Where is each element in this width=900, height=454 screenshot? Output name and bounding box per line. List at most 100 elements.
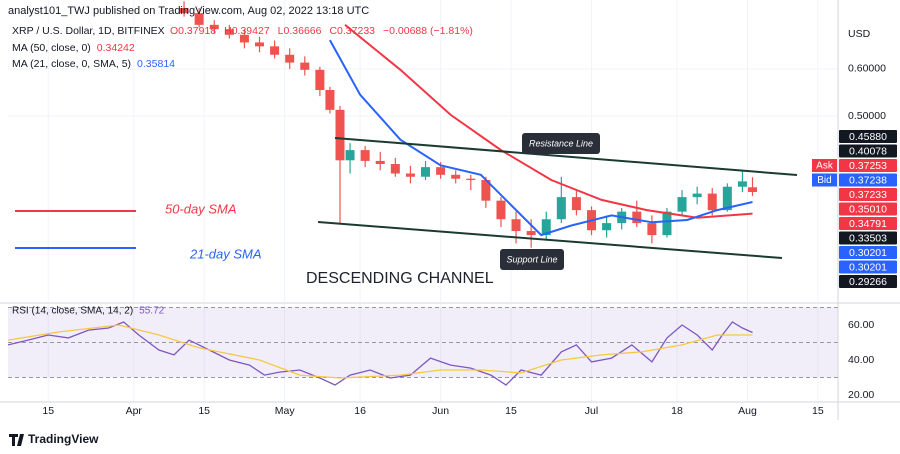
rsi-tick-label: 60.00	[848, 319, 874, 331]
candle-body	[345, 150, 355, 161]
footer: TradingView	[9, 432, 99, 446]
y-tick-label: 0.50000	[848, 110, 886, 122]
candle-body	[194, 13, 204, 25]
price-tag-label: 0.40078	[849, 145, 887, 157]
candle-body	[602, 223, 612, 231]
support-callout	[500, 249, 564, 270]
price-tag-label: 0.29266	[849, 276, 887, 288]
candle-body	[692, 193, 702, 198]
candle-body	[315, 69, 325, 90]
candle-body	[224, 29, 234, 35]
ma-legend-value: 0.35814	[137, 58, 175, 70]
price-tag-label: 0.33503	[849, 232, 887, 244]
x-tick-label: 15	[42, 405, 54, 417]
candle-body	[239, 34, 249, 43]
x-tick-label: 15	[198, 405, 210, 417]
rsi-pane	[8, 307, 838, 386]
candle-body	[747, 187, 757, 192]
quote-tag-label: Ask	[816, 161, 834, 172]
brand-logo	[9, 434, 24, 446]
price-tag-label: 0.30201	[849, 261, 887, 273]
symbol-title: XRP / U.S. Dollar, 1D, BITFINEX	[12, 25, 165, 37]
candle-body	[421, 167, 431, 177]
candle-body	[632, 211, 642, 224]
candle-body	[335, 109, 345, 161]
price-tag	[839, 144, 897, 158]
ohlc-value: −0.00688 (−1.81%)	[383, 25, 473, 37]
quote-tag	[812, 159, 837, 172]
candle-body	[209, 24, 219, 30]
price-tag	[839, 188, 897, 201]
x-tick-label: Jun	[432, 405, 449, 417]
x-tick-label: Apr	[126, 405, 143, 417]
rsi-legend-value: 55.72	[139, 306, 164, 317]
candle-body	[405, 173, 415, 177]
candle-body	[571, 197, 581, 211]
x-tick-label: 18	[671, 405, 683, 417]
price-tag-label: 0.34791	[849, 218, 887, 230]
price-tag	[839, 246, 897, 259]
support-line	[317, 221, 783, 259]
candle-body	[390, 164, 400, 174]
quote-tag-label: Bid	[817, 175, 831, 186]
price-pane	[179, 1, 757, 248]
price-tag	[839, 217, 897, 230]
candle-body	[677, 197, 687, 212]
series-line	[344, 24, 753, 219]
ma-legend-name: MA (21, close, 0, SMA, 5)	[12, 58, 131, 70]
price-tag	[839, 130, 897, 143]
candle-body	[300, 62, 310, 70]
published-note: analyst101_TWJ published on TradingView.…	[8, 5, 369, 17]
candle-body	[375, 160, 385, 165]
candle-body	[541, 219, 551, 236]
candle-body	[647, 223, 657, 236]
resistance-line	[334, 137, 798, 176]
candle-body	[707, 193, 717, 211]
candle-body	[360, 150, 370, 161]
x-tick-label: Jul	[585, 405, 598, 417]
x-tick-label: 15	[505, 405, 517, 417]
x-tick-label: Aug	[738, 405, 757, 417]
series-line	[8, 321, 753, 386]
price-tag	[839, 202, 897, 216]
resistance-callout	[522, 133, 600, 154]
support-label: Support Line	[506, 254, 557, 264]
y-tick-label: 0.60000	[848, 63, 886, 75]
price-tag-label: 0.35010	[849, 203, 887, 215]
candle-body	[722, 186, 732, 211]
currency-label: USD	[848, 28, 871, 40]
x-tick-label: 15	[812, 405, 824, 417]
sma50-annotation: 50-day SMA	[165, 201, 237, 216]
price-tag-label: 0.45880	[849, 131, 887, 143]
rsi-legend-name: RSI (14, close, SMA, 14, 2)	[12, 306, 133, 317]
rsi-tick-label: 40.00	[848, 354, 874, 366]
candle-body	[451, 174, 461, 179]
candle-body	[511, 219, 521, 232]
candle-body	[481, 180, 491, 201]
price-tag	[839, 231, 897, 245]
ma-legend-name: MA (50, close, 0)	[12, 42, 91, 54]
sma21-annotation: 21-day SMA	[189, 246, 262, 261]
brand-name: TradingView	[28, 432, 99, 446]
x-tick-label: May	[275, 405, 296, 417]
candle-body	[270, 46, 280, 55]
price-tag-label: 0.37238	[849, 174, 887, 186]
candle-body	[325, 89, 335, 110]
rsi-tick-label: 20.00	[848, 389, 874, 401]
candle-body	[556, 197, 566, 220]
candle-body	[662, 211, 672, 236]
price-tag	[839, 159, 897, 172]
price-tag-label: 0.37253	[849, 160, 887, 172]
resistance-label: Resistance Line	[529, 138, 593, 148]
price-tag-label: 0.37233	[849, 189, 887, 201]
ohlc-value: H0.39427	[224, 25, 270, 37]
candle-body	[526, 231, 536, 236]
candle-body	[285, 54, 295, 63]
series-line	[329, 39, 753, 237]
candle-body	[496, 200, 506, 220]
x-tick-label: 16	[354, 405, 366, 417]
ohlc-value: C0.37233	[329, 25, 375, 37]
ma-legend-value: 0.34242	[97, 42, 135, 54]
